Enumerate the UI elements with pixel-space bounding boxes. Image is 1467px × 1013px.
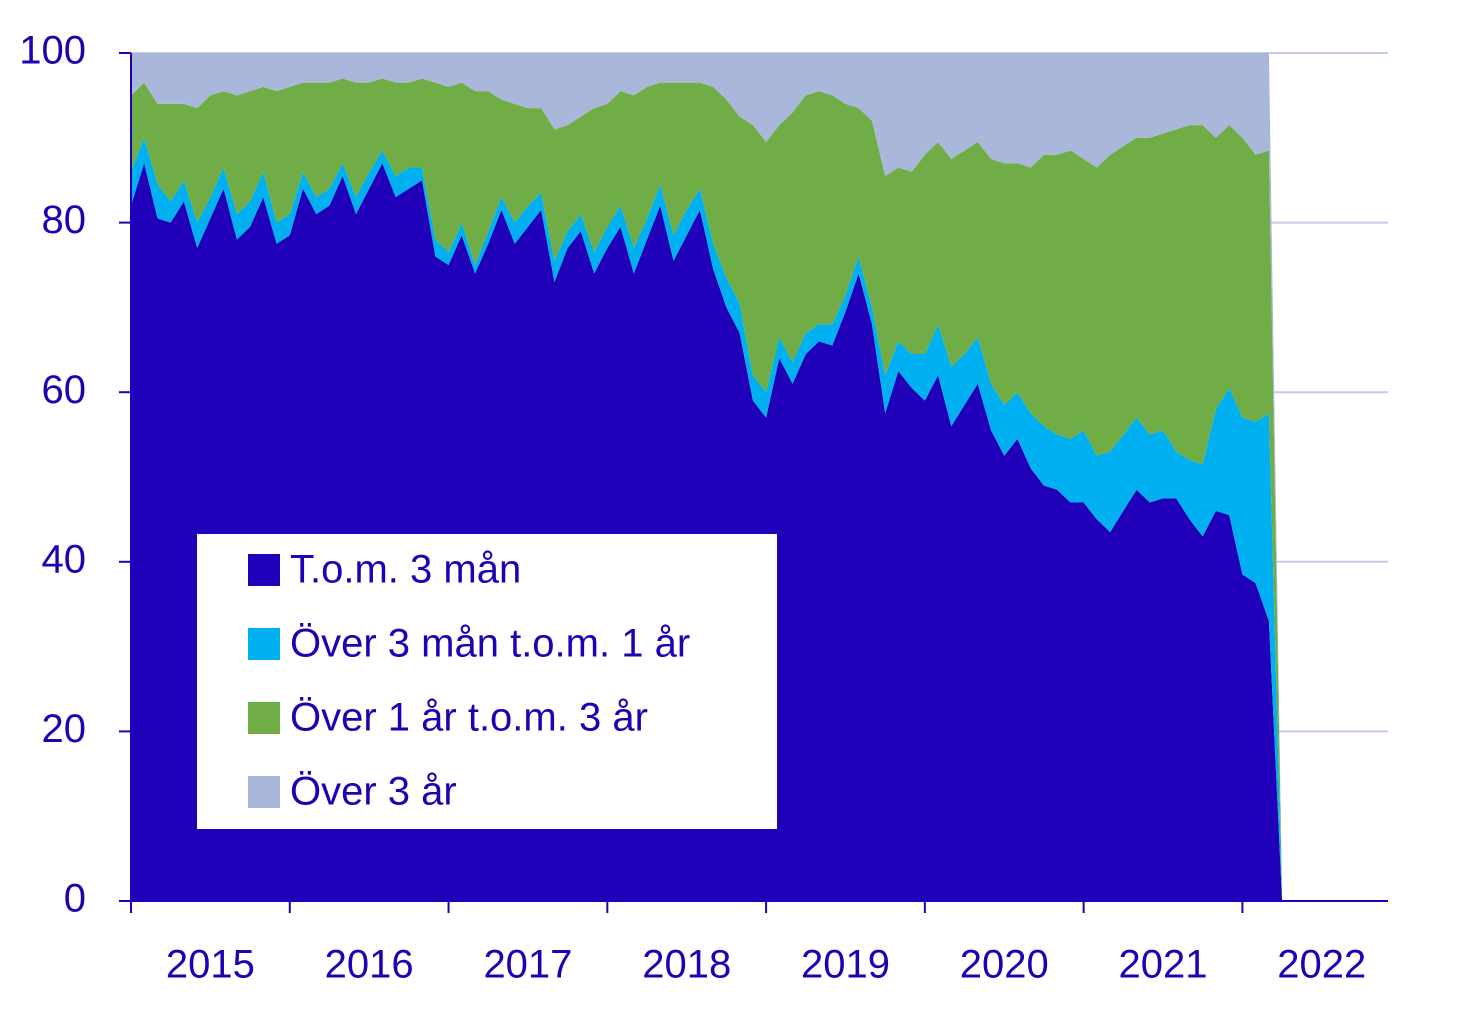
legend-swatch — [248, 702, 280, 734]
y-tick-label: 20 — [42, 707, 87, 751]
y-tick-label: 40 — [42, 537, 87, 581]
legend-swatch — [248, 554, 280, 586]
legend: T.o.m. 3 mån Över 3 mån t.o.m. 1 år Över 1… — [197, 534, 777, 829]
legend-label: Över 3 år — [290, 770, 457, 814]
x-tick-label: 2019 — [801, 943, 890, 987]
x-tick-label: 2018 — [642, 943, 731, 987]
x-tick-label: 2020 — [960, 943, 1049, 987]
y-tick-label: 60 — [42, 368, 87, 412]
legend-swatch — [248, 628, 280, 660]
y-tick-label: 100 — [19, 29, 86, 73]
legend-swatch — [248, 776, 280, 808]
x-tick-label: 2015 — [166, 943, 255, 987]
legend-box — [197, 534, 777, 829]
area — [131, 137, 1283, 902]
y-tick-label: 0 — [64, 877, 86, 921]
y-tick-label: 80 — [42, 198, 87, 242]
legend-label: Över 3 mån t.o.m. 1 år — [290, 622, 690, 666]
legend-label: T.o.m. 3 mån — [290, 548, 521, 592]
legend-label: Över 1 år t.o.m. 3 år — [290, 696, 648, 740]
x-tick-label: 2022 — [1277, 943, 1366, 987]
area — [131, 78, 1283, 901]
x-tick-label: 2017 — [483, 943, 572, 987]
x-tick-label: 2016 — [325, 943, 414, 987]
x-tick-label: 2021 — [1119, 943, 1208, 987]
